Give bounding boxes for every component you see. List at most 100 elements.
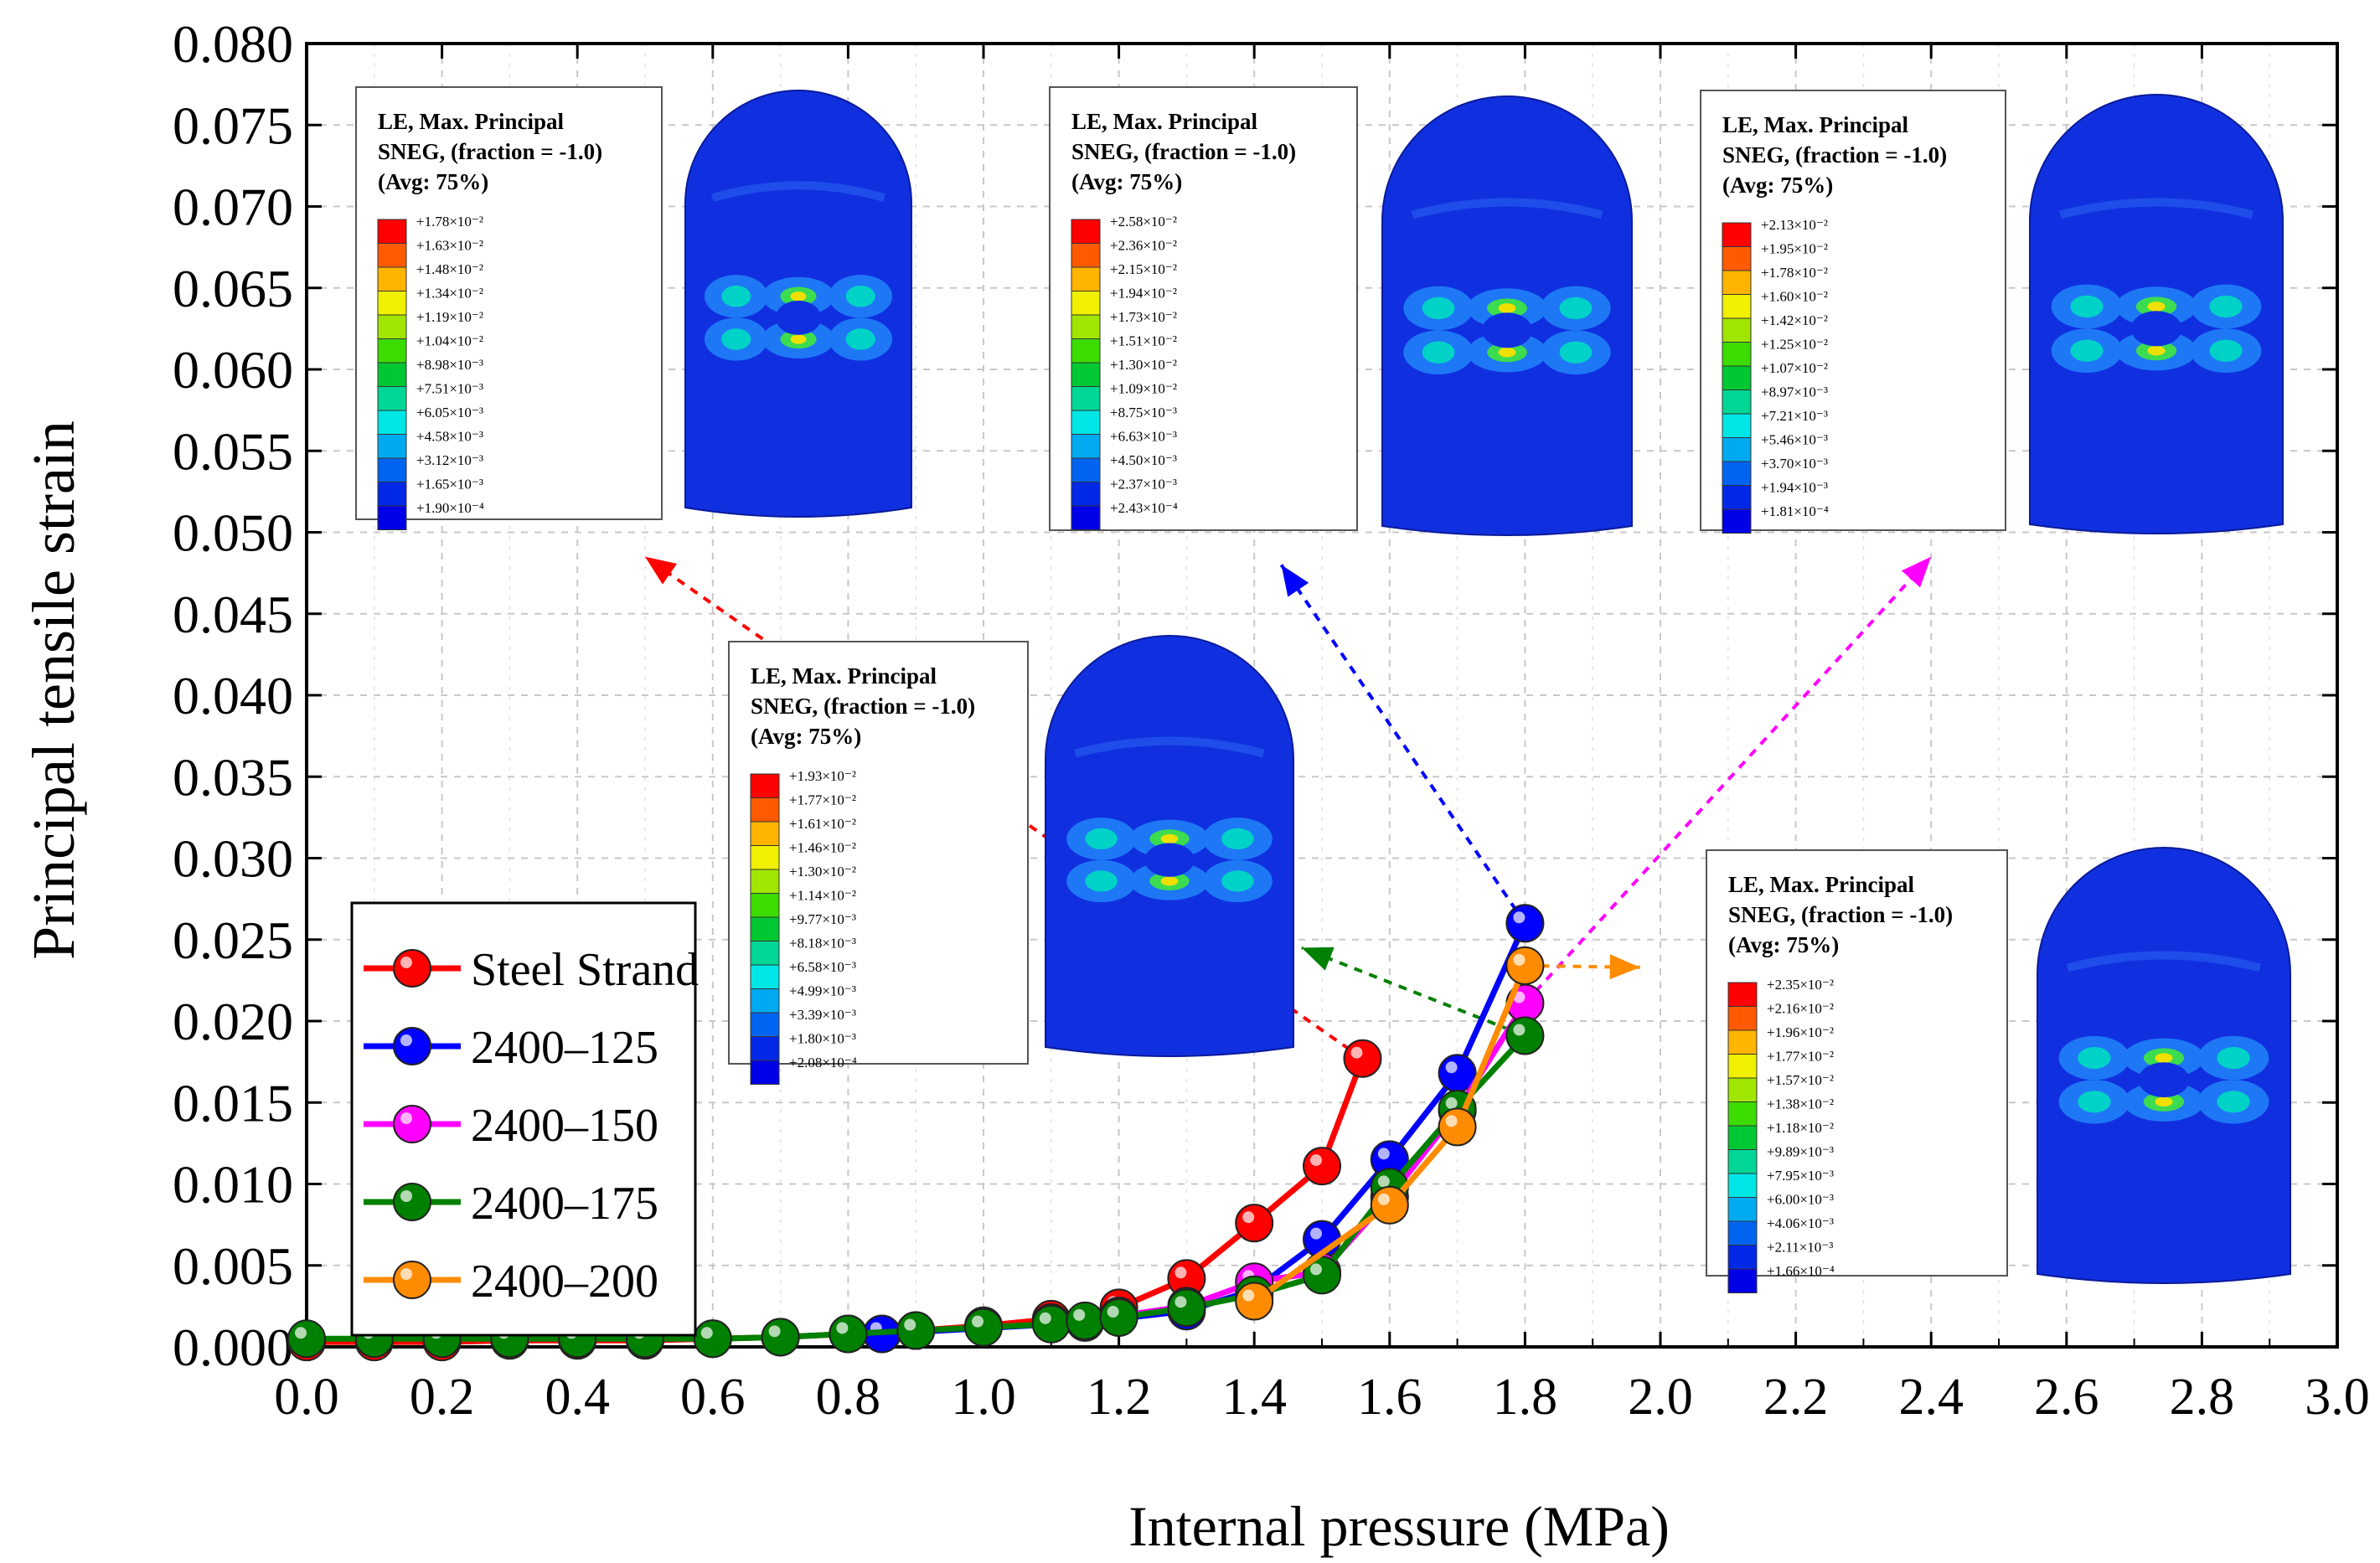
vessel-hotspot-inner [1085,828,1118,850]
contour-legend-header: LE, Max. Principal [378,109,564,134]
y-tick-label: 0.050 [173,503,293,563]
contour-legend-value: +6.58×10⁻³ [789,959,856,975]
contour-color-swatch [1071,338,1101,364]
vessel-hotspot-inner [2078,1046,2111,1070]
data-point [1031,1304,1071,1344]
contour-legend-value: +4.06×10⁻³ [1767,1215,1834,1231]
legend-label: 2400–175 [471,1178,658,1230]
contour-color-swatch [1727,1006,1758,1031]
series-layer [287,904,1545,1362]
y-tick-label: 0.035 [173,747,293,807]
contour-legend-header: LE, Max. Principal [1722,112,1908,137]
contour-color-swatch [377,243,407,268]
vessel-hotspot-inner [2070,295,2104,318]
contour-legend-value: +1.42×10⁻² [1761,312,1828,328]
data-point-highlight [1513,1024,1526,1036]
data-point-highlight [1310,1227,1322,1240]
contour-legend-value: +2.16×10⁻² [1767,1001,1834,1017]
contour-legend-value: +4.99×10⁻³ [789,983,856,999]
contour-legend-value: +1.04×10⁻² [416,333,483,349]
contour-legend-value: +9.89×10⁻³ [1767,1144,1834,1160]
contour-legend-value: +1.78×10⁻² [416,214,483,230]
data-point-highlight [1513,911,1526,924]
vessel-center-peak [1498,347,1516,358]
contour-color-swatch [377,266,407,291]
contour-color-swatch [377,362,407,387]
contour-color-swatch [1727,1220,1758,1246]
vessel-hotspot-inner [1559,297,1593,320]
legend-marker-highlight [400,957,412,968]
data-point-highlight [1310,1263,1322,1276]
contour-legend-value: +3.12×10⁻³ [416,452,483,468]
contour-legend-value: +1.73×10⁻² [1110,309,1177,325]
data-point [1066,1301,1105,1340]
legend-marker-highlight [400,1034,412,1046]
contour-legend-value: +2.36×10⁻² [1110,238,1177,254]
contour-color-swatch [1071,243,1101,268]
contour-legend-value: +1.80×10⁻³ [789,1031,856,1047]
contour-color-swatch [1722,461,1752,486]
contour-legend-value: +1.94×10⁻² [1110,286,1177,302]
vessel-center-peak [1498,303,1516,313]
vessel-hotspot-inner [2217,1046,2250,1070]
data-point-highlight [1242,1211,1255,1224]
y-tick-label: 0.040 [173,666,293,725]
y-axis-label: Principal tensile strain [20,420,87,960]
x-tick-label: 0.4 [545,1369,610,1426]
x-tick-label: 0.0 [274,1369,339,1426]
data-point [761,1318,800,1357]
x-tick-label: 0.6 [680,1369,746,1426]
vessel-hotspot-inner [1085,870,1118,892]
contour-color-swatch [1071,219,1101,244]
data-point [287,1319,326,1359]
data-point-highlight [1513,953,1526,966]
contour-color-swatch [1722,413,1752,438]
contour-legend-value: +1.30×10⁻² [1110,357,1177,373]
axes: 0.0 0.2 0.4 0.6 0.8 1.0 1.2 1.4 1.6 1.8 2.0 2.2 2.4 2… [173,14,2370,1426]
contour-color-swatch [1071,362,1101,387]
contour-color-swatch [750,869,780,894]
contour-color-swatch [1727,1077,1758,1102]
contour-legend-header: SNEG, (fraction = -1.0) [378,139,602,164]
contour-color-swatch [1071,266,1101,291]
contour-legend-value: +1.78×10⁻² [1761,265,1828,281]
contour-color-swatch [750,1036,780,1061]
series-line [1252,964,1528,1304]
legend-label: 2400–125 [471,1022,658,1074]
data-point [829,1314,868,1354]
contour-color-swatch [377,434,407,459]
contour-legend-value: +1.60×10⁻² [1761,289,1828,305]
data-point-highlight [904,1318,916,1331]
legend: Steel Strand 2400–125 2400–150 2400–175 2400… [350,901,699,1337]
callout-arrow-2400-175-head [1301,947,1335,971]
contour-color-swatch [1722,508,1752,534]
legend-label: 2400–150 [471,1100,658,1152]
x-tick-label: 3.0 [2305,1369,2370,1426]
vessel-hotspot-inner [2209,339,2243,362]
contour-color-swatch [1727,1125,1758,1150]
contour-legend-header: LE, Max. Principal [1728,872,1914,897]
contour-color-swatch [1071,434,1101,459]
vessel-gap [1482,312,1532,348]
contour-legend-value: +2.43×10⁻⁴ [1110,500,1178,516]
data-point-highlight [700,1327,713,1339]
contour-legend-value: +6.05×10⁻³ [416,405,483,420]
callout-arrow-2400-150-head [1901,556,1932,588]
vessel-contour-band [2058,198,2254,219]
contour-legend-value: +8.75×10⁻³ [1110,405,1177,420]
contour-legend-value: +1.96×10⁻² [1767,1024,1834,1040]
contour-color-swatch [750,964,780,989]
contour-color-swatch [377,457,407,482]
contour-color-swatch [1722,342,1752,367]
data-point [964,1308,1003,1347]
data-point [1167,1288,1206,1328]
y-tick-label: 0.025 [173,910,293,970]
contour-color-swatch [1727,1149,1758,1174]
contour-legend-value: +1.77×10⁻² [789,792,856,808]
legend-marker [393,1261,431,1299]
contour-legend-value: +8.97×10⁻³ [1761,384,1828,400]
series-2400-200 [1235,946,1545,1321]
contour-color-swatch [1722,389,1752,415]
contour-inset: LE, Max. Principal SNEG, (fraction = -1.0… [1049,86,1633,536]
contour-legend-value: +1.93×10⁻² [789,768,856,784]
